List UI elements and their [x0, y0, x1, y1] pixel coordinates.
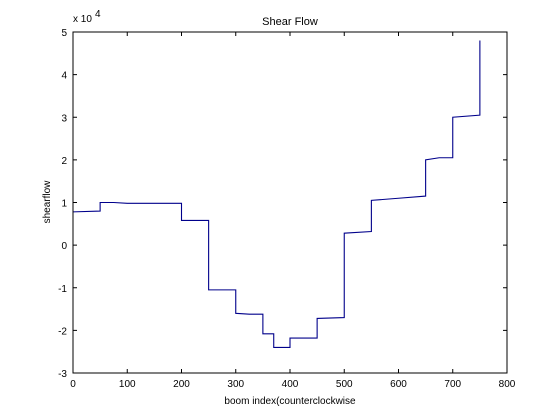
plot-area-background [73, 32, 507, 373]
y-tick-label: -3 [58, 369, 67, 380]
y-tick-label: -1 [58, 284, 67, 295]
x-tick-label: 600 [390, 379, 407, 390]
y-exponent-power: 4 [95, 9, 101, 20]
y-tick-label: 3 [61, 113, 67, 124]
x-tick-label: 0 [70, 379, 76, 390]
x-axis-label: boom index(counterclockwise [224, 396, 356, 407]
y-tick-label: 1 [61, 199, 67, 210]
chart-title: Shear Flow [262, 16, 318, 28]
x-tick-label: 200 [173, 379, 190, 390]
y-tick-label: -2 [58, 326, 67, 337]
x-tick-label: 300 [227, 379, 244, 390]
y-tick-label: 2 [61, 156, 67, 167]
y-axis-label: shearflow [42, 180, 53, 224]
y-tick-label: 4 [61, 71, 67, 82]
x-tick-label: 700 [444, 379, 461, 390]
plot-frame [72, 31, 508, 374]
y-tick-label: 5 [61, 28, 67, 39]
y-tick-label: 0 [61, 241, 67, 252]
x-tick-label: 800 [499, 379, 516, 390]
x-tick-label: 400 [282, 379, 299, 390]
x-tick-label: 100 [119, 379, 136, 390]
y-exponent-label: x 10 [73, 14, 92, 25]
x-tick-label: 500 [336, 379, 353, 390]
series-line [72, 40, 481, 348]
